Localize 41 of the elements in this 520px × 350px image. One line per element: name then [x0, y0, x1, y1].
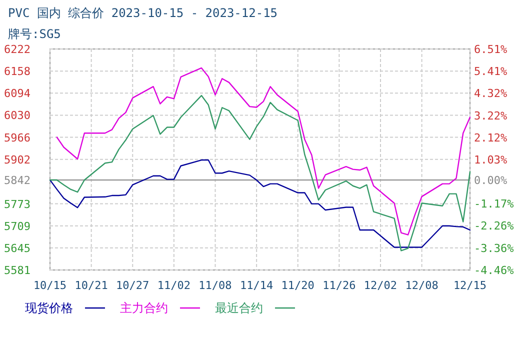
y-tick-label: 5902 — [4, 153, 30, 166]
x-tick-label: 12/02 — [364, 279, 398, 292]
x-tick-label: 10/21 — [74, 279, 108, 292]
y2-tick-label: -2.26% — [474, 220, 514, 233]
x-tick-label: 11/08 — [198, 279, 232, 292]
x-tick-label: 10/27 — [116, 279, 150, 292]
y-tick-label: 5773 — [4, 198, 30, 211]
legend-label: 现货价格 — [25, 301, 73, 315]
line-series — [49, 94, 471, 252]
y-tick-label: 6030 — [4, 109, 30, 122]
legend-label: 主力合约 — [120, 301, 168, 315]
y2-tick-label: 5.41% — [474, 65, 508, 78]
y2-tick-label: 1.03% — [474, 153, 508, 166]
x-tick-label: 11/20 — [281, 279, 314, 292]
y2-tick-label: 3.22% — [474, 109, 508, 122]
x-tick-label: 11/26 — [322, 279, 356, 292]
y-tick-label: 5581 — [4, 264, 30, 277]
y-tick-label: 6094 — [4, 87, 31, 100]
x-tick-label: 12/08 — [405, 279, 438, 292]
y2-tick-label: 0.00% — [474, 174, 508, 188]
x-tick-label: 11/14 — [240, 279, 274, 292]
y-tick-label: 6158 — [4, 65, 30, 78]
y2-tick-label: 2.12% — [474, 131, 508, 144]
x-tick-label: 11/02 — [157, 279, 190, 292]
legend-label: 最近合约 — [215, 301, 263, 315]
x-tick-label: 10/15 — [33, 279, 67, 292]
chart-title: PVC 国内 综合价 2023-10-15 - 2023-12-15 — [8, 6, 278, 20]
y-tick-label: 5645 — [4, 242, 30, 255]
line-series — [56, 67, 471, 236]
line-series — [49, 159, 471, 248]
y2-tick-label: -1.17% — [474, 198, 514, 211]
y-tick-label: 5709 — [4, 220, 30, 233]
y2-tick-label: -3.36% — [474, 242, 514, 255]
y2-tick-label: 6.51% — [474, 43, 508, 56]
y-tick-label: 5842 — [4, 174, 30, 188]
y-tick-label: 6222 — [4, 43, 30, 56]
y-tick-label: 5966 — [4, 131, 30, 144]
y2-tick-label: 4.32% — [474, 87, 508, 100]
x-tick-label: 12/15 — [453, 279, 487, 292]
chart-subtitle: 牌号:SG5 — [8, 27, 61, 41]
y2-tick-label: -4.46% — [474, 264, 514, 277]
